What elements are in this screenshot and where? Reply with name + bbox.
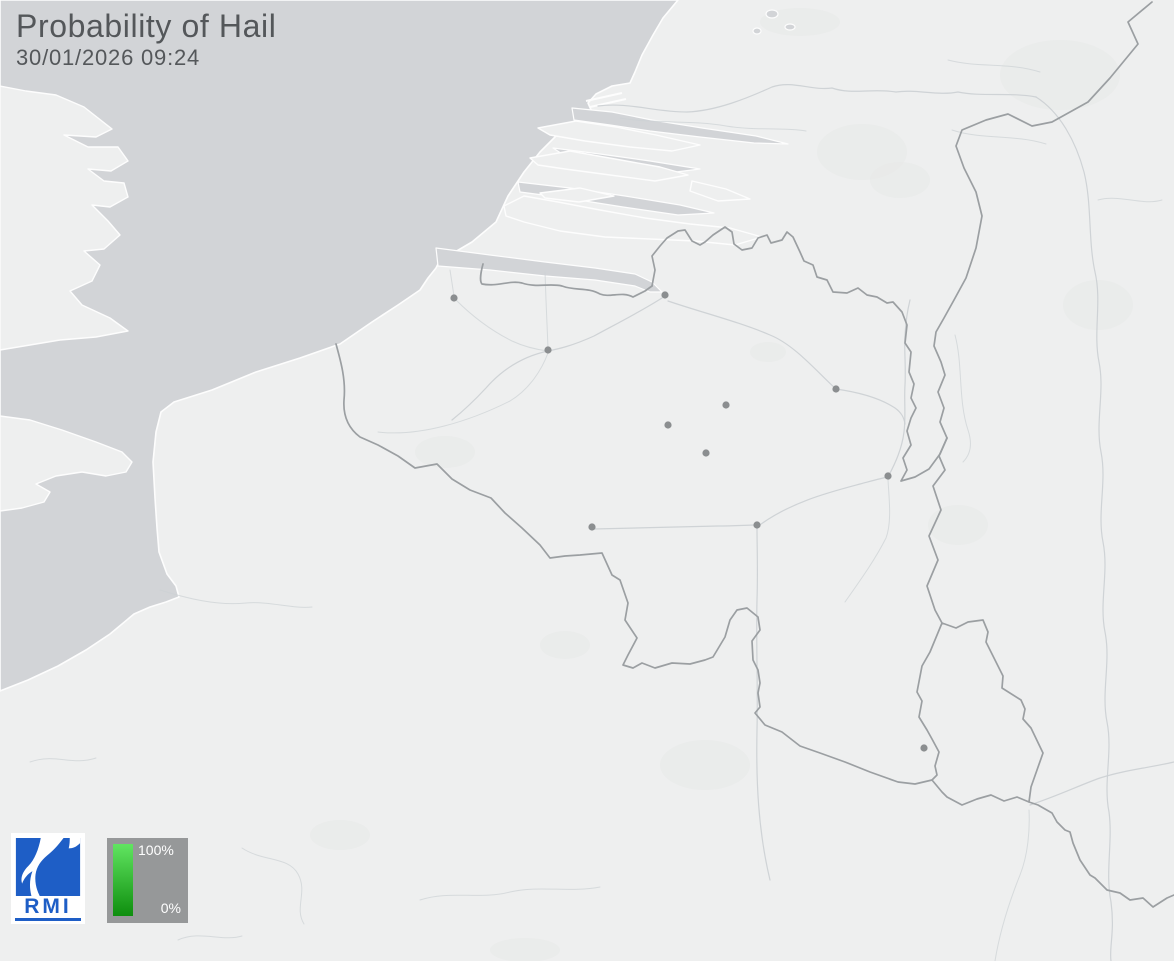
city-dot-mons bbox=[588, 523, 596, 531]
border-netherlands-germany bbox=[933, 1, 1153, 439]
rmi-logo-icon bbox=[15, 838, 81, 896]
river-sambre bbox=[593, 524, 756, 530]
channel-westerschelde bbox=[435, 247, 663, 293]
city-dot-namur bbox=[753, 521, 761, 529]
river-germany-1 bbox=[1097, 197, 1163, 203]
river-ourthe bbox=[844, 479, 891, 603]
border-france-germany bbox=[1028, 801, 1174, 908]
border-zeeuws-vlaanderen bbox=[479, 263, 653, 298]
river-france-1 bbox=[29, 757, 97, 763]
border-belgium-netherlands bbox=[651, 226, 948, 482]
border-belgium-germany bbox=[926, 437, 948, 624]
page-title: Probability of Hail bbox=[16, 8, 277, 44]
river-moselle bbox=[1029, 761, 1174, 806]
river-france-2 bbox=[241, 847, 305, 925]
coast-england-north bbox=[0, 85, 129, 351]
island-schouwen bbox=[529, 150, 689, 182]
river-rur bbox=[954, 334, 971, 463]
border-luxembourg bbox=[916, 619, 1044, 806]
city-dot-arlon bbox=[920, 744, 928, 752]
north-sea bbox=[0, 0, 679, 692]
river-waal bbox=[597, 84, 1037, 113]
island-tholen bbox=[689, 180, 751, 202]
legend-max-label: 100% bbox=[138, 842, 174, 858]
river-meuse-namur-liege bbox=[756, 476, 889, 528]
terrain-patches bbox=[310, 8, 1133, 961]
city-dot-wavre bbox=[702, 449, 710, 457]
rivers bbox=[29, 59, 1174, 961]
city-dot-leuven bbox=[722, 401, 730, 409]
city-dot-ghent bbox=[544, 346, 552, 354]
island-goeree bbox=[537, 120, 701, 152]
river-france-4 bbox=[419, 886, 601, 901]
country-borders bbox=[335, 1, 1174, 908]
river-somme bbox=[159, 589, 313, 608]
lakes-and-harbor bbox=[585, 9, 796, 108]
city-dots bbox=[450, 291, 928, 752]
channel-haringvliet bbox=[571, 107, 789, 145]
river-saar bbox=[994, 809, 1030, 961]
rmi-logo-text: RMI bbox=[24, 895, 72, 918]
city-dot-bruges bbox=[450, 294, 458, 302]
legend-gradient-bar bbox=[113, 844, 133, 916]
canal-ghent-terneuzen bbox=[544, 271, 549, 349]
rmi-logo-underline bbox=[15, 918, 81, 921]
city-dot-brussels bbox=[664, 421, 672, 429]
canal-bruges-ghent bbox=[455, 299, 549, 352]
island-noord-beveland bbox=[539, 187, 615, 203]
river-france-3 bbox=[177, 935, 243, 941]
river-lippe bbox=[947, 59, 1041, 73]
legend-min-label: 0% bbox=[160, 900, 181, 916]
map-timestamp: 30/01/2026 09:24 bbox=[16, 45, 201, 71]
coast-england-kent bbox=[0, 415, 133, 512]
city-dot-hasselt bbox=[832, 385, 840, 393]
city-dot-liege bbox=[884, 472, 892, 480]
river-maas-nl bbox=[619, 117, 807, 132]
rotterdam-harbor-piers bbox=[585, 92, 627, 108]
river-lys bbox=[377, 352, 549, 434]
canal-bruges-zeebrugge bbox=[449, 269, 455, 297]
river-meuse-south bbox=[756, 526, 771, 881]
albert-canal bbox=[667, 300, 906, 425]
island-walcheren bbox=[503, 195, 763, 246]
river-rhine bbox=[1035, 96, 1114, 961]
border-france-belgium bbox=[335, 343, 933, 785]
city-dot-antwerp bbox=[661, 291, 669, 299]
probability-legend: 100% 0% bbox=[107, 838, 188, 923]
delta-islands bbox=[503, 120, 763, 246]
title-block: Probability of Hail 30/01/2026 09:24 bbox=[16, 8, 277, 71]
rmi-logo: RMI bbox=[11, 833, 85, 924]
